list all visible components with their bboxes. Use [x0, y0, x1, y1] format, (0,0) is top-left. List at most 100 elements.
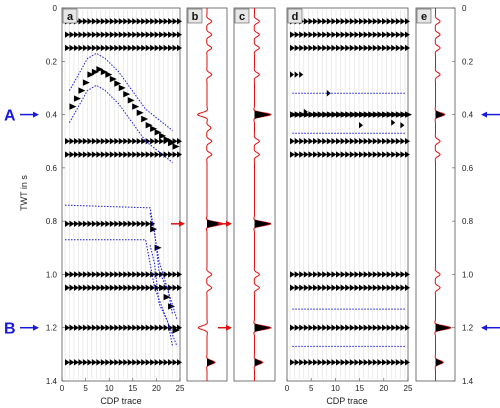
wiggle-peak-d: [294, 31, 300, 38]
wiggle-peak-a: [118, 18, 124, 25]
wiggle-peak-d: [349, 359, 355, 366]
marker-arrow-left-head: [33, 324, 39, 331]
y-tick-label-right: 1.0: [462, 270, 474, 279]
wiggle-peak-a: [136, 284, 142, 291]
wiggle-peak-d: [308, 31, 314, 38]
wiggle-peak-a: [82, 271, 88, 278]
wiggle-peak-a: [100, 271, 106, 278]
wiggle-peak-d: [349, 138, 355, 145]
wiggle-peak-d: [372, 111, 380, 118]
x-tick-label-a: 25: [176, 384, 185, 393]
wiggle-peak-a: [123, 31, 129, 38]
wiggle-peak-a: [69, 359, 75, 366]
wiggle-peak-d: [322, 138, 328, 145]
wiggle-peak-d: [400, 31, 406, 38]
wiggle-peak-d: [391, 359, 397, 366]
wiggle-peak-d: [340, 271, 346, 278]
y-tick-label-right: 0.6: [462, 164, 474, 173]
x-tick-label-a: 5: [83, 384, 88, 393]
marker-label-A: A: [4, 108, 16, 125]
wiggle-peak-d: [340, 111, 348, 118]
wiggle-peak-d: [359, 271, 364, 278]
wiggle-peak-a: [159, 324, 165, 331]
x-tick-label-d: 0: [285, 384, 290, 393]
wiggle-peak-a: [69, 31, 75, 38]
wiggle-peak-d: [391, 31, 397, 38]
wiggle-peak-d: [331, 44, 337, 52]
wiggle-peak-a: [159, 359, 165, 366]
wiggle-peak-a: [118, 31, 124, 38]
wiggle-peak-a: [118, 324, 124, 331]
wiggle-peak-a: [96, 359, 102, 366]
wiggle-peak-d: [386, 111, 394, 118]
wiggle-peak-a: [150, 284, 156, 291]
wiggle-peak-d: [363, 111, 371, 118]
wiggle-peak-d: [322, 359, 328, 366]
wiggle-peak-a: [105, 220, 111, 228]
wiggle-peak-a: [141, 284, 147, 291]
trace-peak-c: [254, 358, 263, 367]
wiggle-peak-d: [400, 44, 406, 52]
marker-label-B: B: [4, 321, 16, 338]
wiggle-peak-d: [308, 18, 314, 25]
x-tick-label-a: 0: [60, 384, 65, 393]
wiggle-peak-d: [345, 284, 351, 291]
trace-peak-c: [254, 219, 271, 228]
wiggle-peak-d: [405, 31, 410, 38]
wiggle-peak-a: [132, 151, 138, 158]
wiggle-peak-d: [386, 44, 392, 52]
wiggle-peak-a: [78, 31, 84, 38]
y-tick-label-right: 0.8: [462, 217, 474, 226]
wiggle-peak-d: [368, 31, 374, 38]
wiggle-peak-d: [363, 271, 369, 278]
wiggle-peak-a: [114, 80, 122, 87]
wiggle-peak-d: [363, 359, 369, 366]
y-tick-label-left: 1.2: [46, 324, 58, 333]
wiggle-peak-a: [82, 44, 88, 52]
y-tick-label-left: 0.4: [46, 111, 58, 120]
wiggle-peak-a: [114, 220, 120, 228]
x-tick-label-d: 20: [379, 384, 388, 393]
wiggle-peak-d: [405, 284, 410, 291]
wiggle-peak-d: [340, 18, 346, 25]
wiggle-peak-a: [168, 138, 174, 145]
wiggle-peak-a: [154, 129, 162, 136]
y-tick-label-right: 0.2: [462, 57, 474, 66]
wiggle-peak-a: [73, 284, 79, 291]
wiggle-peak-a: [141, 44, 147, 52]
wiggle-peak-a: [132, 284, 138, 291]
wiggle-peak-a: [168, 151, 174, 158]
wiggle-peak-a: [172, 324, 178, 331]
wiggle-peak-a: [109, 18, 115, 25]
wiggle-peak-d: [331, 151, 337, 158]
wiggle-peak-d: [382, 151, 387, 158]
y-tick-label-left: 0.6: [46, 164, 58, 173]
wiggle-peak-a: [145, 359, 151, 366]
wiggle-peak-a: [154, 31, 160, 38]
y-tick-label-left: 1.0: [46, 270, 58, 279]
wiggle-peak-a: [168, 359, 174, 366]
wiggle-peak-a: [100, 68, 108, 76]
wiggle-peak-d: [294, 359, 300, 366]
wiggle-peak-d: [382, 31, 387, 38]
wiggle-peak-a: [65, 271, 70, 278]
wiggle-peak-d: [405, 359, 410, 366]
wiggle-peak-d: [303, 44, 309, 52]
wiggle-peak-a: [91, 271, 97, 278]
wiggle-peak-a: [127, 359, 133, 366]
wiggle-peak-a: [69, 220, 75, 228]
wiggle-peak-a: [132, 138, 138, 145]
panel-b-label-box: [187, 8, 203, 24]
wiggle-peak-a: [127, 220, 133, 228]
wiggle-peak-d: [294, 111, 302, 118]
wiggle-peak-a: [87, 324, 93, 331]
wiggle-peak-a: [73, 95, 81, 102]
panel-a-frame: [61, 7, 181, 382]
trace-peak-e: [435, 358, 444, 367]
x-tick-label-a: 15: [128, 384, 137, 393]
wiggle-peak-d: [377, 324, 383, 331]
wiggle-peak-a: [127, 31, 133, 38]
wiggle-peak-d: [345, 151, 351, 158]
wiggle-peak-a: [150, 324, 156, 331]
wiggle-peak-a: [177, 138, 182, 145]
